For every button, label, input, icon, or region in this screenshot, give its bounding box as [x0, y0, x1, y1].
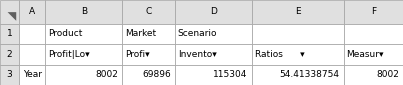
- Bar: [123, 0, 175, 24]
- Text: 1: 1: [7, 29, 12, 39]
- Bar: [252, 44, 343, 65]
- Text: D: D: [210, 7, 217, 16]
- Bar: [19, 0, 46, 24]
- Text: 115304: 115304: [214, 70, 248, 79]
- Bar: [123, 65, 175, 85]
- Text: Ratios      ▾: Ratios ▾: [255, 50, 304, 59]
- Bar: [175, 0, 252, 24]
- Text: C: C: [145, 7, 152, 16]
- Bar: [343, 65, 403, 85]
- Bar: [46, 24, 123, 44]
- Bar: [175, 24, 252, 44]
- Text: Market: Market: [125, 29, 156, 39]
- Bar: [343, 24, 403, 44]
- Bar: [19, 44, 46, 65]
- Bar: [175, 44, 252, 65]
- Bar: [0, 44, 19, 65]
- Bar: [0, 24, 19, 44]
- Bar: [252, 24, 343, 44]
- Text: 54.41338754: 54.41338754: [280, 70, 340, 79]
- Bar: [343, 44, 403, 65]
- Bar: [0, 0, 19, 24]
- Text: Scenario: Scenario: [178, 29, 217, 39]
- Text: B: B: [81, 7, 87, 16]
- Text: Invento▾: Invento▾: [178, 50, 216, 59]
- Text: 8002: 8002: [376, 70, 399, 79]
- Bar: [0, 65, 19, 85]
- Text: Year: Year: [23, 70, 42, 79]
- Text: 3: 3: [7, 70, 12, 79]
- Text: Profit|Lo▾: Profit|Lo▾: [48, 50, 90, 59]
- Bar: [46, 0, 123, 24]
- Bar: [123, 24, 175, 44]
- Bar: [46, 65, 123, 85]
- Bar: [343, 0, 403, 24]
- Bar: [175, 65, 252, 85]
- Text: Profi▾: Profi▾: [125, 50, 150, 59]
- Bar: [46, 44, 123, 65]
- Bar: [252, 65, 343, 85]
- Text: F: F: [371, 7, 376, 16]
- Text: 8002: 8002: [96, 70, 118, 79]
- Bar: [123, 44, 175, 65]
- Text: Measur▾: Measur▾: [347, 50, 384, 59]
- Polygon shape: [8, 12, 16, 21]
- Bar: [252, 0, 343, 24]
- Text: Product: Product: [48, 29, 83, 39]
- Bar: [19, 24, 46, 44]
- Text: E: E: [295, 7, 301, 16]
- Text: 2: 2: [7, 50, 12, 59]
- Bar: [19, 65, 46, 85]
- Text: A: A: [29, 7, 35, 16]
- Text: 69896: 69896: [142, 70, 171, 79]
